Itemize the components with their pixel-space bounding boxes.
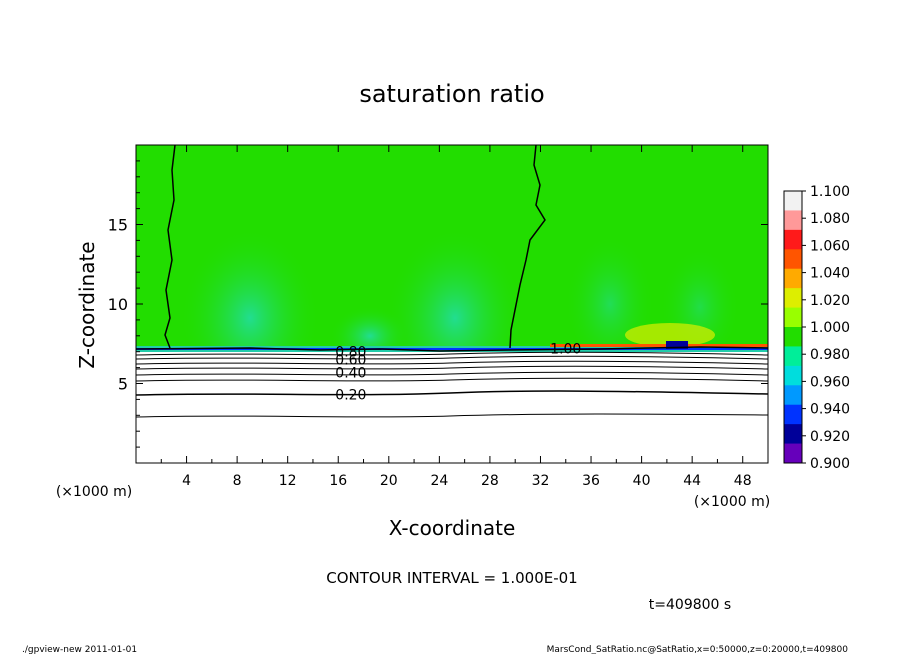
colorbar-swatch xyxy=(784,249,802,270)
contour-label: 0.20 xyxy=(335,388,366,404)
colorbar-label: 1.040 xyxy=(810,266,850,282)
cloud-base-dark xyxy=(136,348,768,350)
colorbar-label: 1.000 xyxy=(810,320,850,336)
colorbar-label: 0.960 xyxy=(810,374,850,390)
supersat-band xyxy=(550,344,768,347)
colorbar-swatch xyxy=(784,404,802,425)
subsaturated-region xyxy=(136,352,768,463)
colorbar-swatch xyxy=(784,229,802,250)
plume-2 xyxy=(385,210,525,390)
contour-line-6 xyxy=(136,377,768,382)
contour-cloud-base xyxy=(136,346,768,352)
x-tick-label: 28 xyxy=(481,473,499,489)
contour-line-2 xyxy=(136,355,768,360)
x-axis: 4 8 12 16 20 24 28 32 36 40 44 48 xyxy=(160,145,752,489)
colorbar-swatch xyxy=(784,443,802,464)
plume-1 xyxy=(180,210,320,390)
contour-boundary-left xyxy=(164,145,176,349)
plume-4 xyxy=(565,220,655,360)
colorbar-label: 1.080 xyxy=(810,211,850,227)
contour-label: 0.60 xyxy=(335,353,366,369)
supersat-patch xyxy=(625,323,715,347)
x-tick-label: 36 xyxy=(582,473,600,489)
colorbar-label: 0.920 xyxy=(810,429,850,445)
footer-left: ./gpview-new 2011-01-01 xyxy=(22,645,137,654)
colorbar-swatch xyxy=(784,210,802,231)
x-tick-label: 32 xyxy=(532,473,550,489)
colorbar-swatch xyxy=(784,424,802,445)
contour-label: 0.40 xyxy=(335,365,366,381)
contour-boundary-right xyxy=(509,145,546,349)
colorbar-label: 0.900 xyxy=(810,456,850,472)
x-tick-label: 8 xyxy=(233,473,242,489)
contour-line-1 xyxy=(136,351,768,356)
contour-interval-text: CONTOUR INTERVAL = 1.000E-01 xyxy=(326,569,577,587)
dark-blob xyxy=(666,341,688,349)
colorbar-swatch xyxy=(784,191,802,211)
x-tick-label: 12 xyxy=(279,473,297,489)
colorbar-label: 0.980 xyxy=(810,347,850,363)
colorbar-swatch xyxy=(784,268,802,289)
colorbar-swatch xyxy=(784,385,802,406)
x-tick-label: 16 xyxy=(329,473,347,489)
x-unit-label: (×1000 m) xyxy=(694,494,770,510)
colorbar-swatch xyxy=(784,307,802,328)
x-tick-label: 4 xyxy=(182,473,191,489)
colorbar-swatch xyxy=(784,346,802,367)
x-tick-label: 48 xyxy=(734,473,752,489)
colorbar-swatch xyxy=(784,365,802,386)
contour-label: 1.00 xyxy=(550,342,581,358)
contour-line-8 xyxy=(136,413,768,418)
plot-area xyxy=(136,145,768,463)
contour-line-7 xyxy=(136,390,768,396)
x-tick-label: 40 xyxy=(633,473,651,489)
z-unit-label: (×1000 m) xyxy=(56,484,132,500)
x-tick-label: 24 xyxy=(430,473,448,489)
x-tick-label: 20 xyxy=(380,473,398,489)
x-tick-label: 44 xyxy=(683,473,701,489)
chart-title: saturation ratio xyxy=(359,80,544,108)
x-axis-label: X-coordinate xyxy=(389,516,516,540)
y-tick-label: 5 xyxy=(118,375,128,394)
contour-line-4 xyxy=(136,365,768,370)
colorbar-label: 1.100 xyxy=(810,184,850,200)
contour-line-5 xyxy=(136,371,768,376)
contour-line-3 xyxy=(136,360,768,365)
time-text: t=409800 s xyxy=(649,597,731,613)
colorbar-label: 0.940 xyxy=(810,402,850,418)
y-tick-label: 10 xyxy=(108,295,128,314)
contour-label: 0.80 xyxy=(335,345,366,361)
colorbar-label: 1.060 xyxy=(810,238,850,254)
footer-right: MarsCond_SatRatio.nc@SatRatio,x=0:50000,… xyxy=(547,645,849,654)
plume-3 xyxy=(330,300,410,360)
y-axis-label: Z-coordinate xyxy=(75,241,99,368)
colorbar: 1.100 1.080 1.060 1.040 1.020 1.000 0.980 0.960… xyxy=(783,184,850,472)
y-tick-label: 15 xyxy=(108,216,128,235)
contour-labels: 0.20 0.400.600.80 1.00 xyxy=(335,342,581,404)
colorbar-swatch xyxy=(784,327,802,347)
y-axis: 5 10 15 xyxy=(108,160,768,448)
colorbar-swatch xyxy=(784,288,802,309)
colorbar-label: 1.020 xyxy=(810,293,850,309)
